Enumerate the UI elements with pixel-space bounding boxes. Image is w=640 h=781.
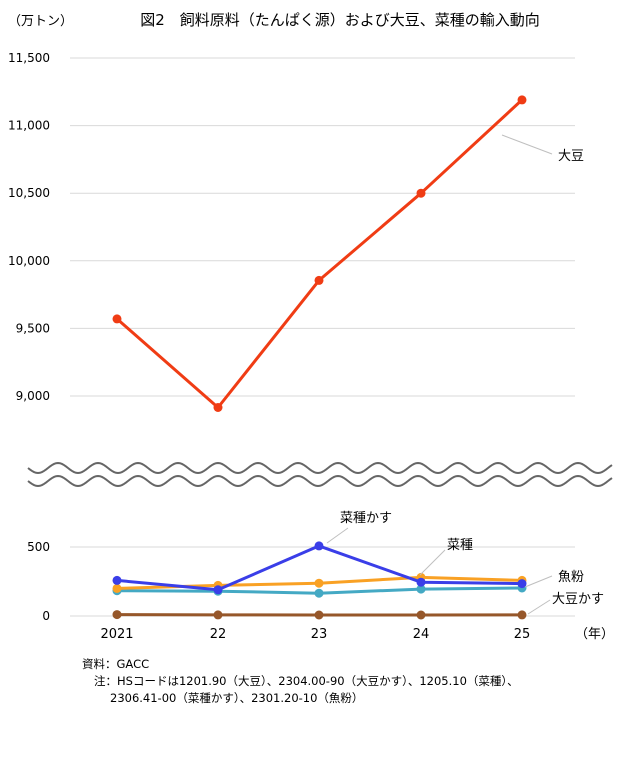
line-大豆 [116,98,524,409]
chart: 図2 飼料原料（たんぱく源）および大豆、菜種の輸入動向 （万トン） 9,0009… [8,11,614,642]
point-菜種かす-22 [213,585,223,595]
source-note: 資料：GACC [82,657,150,671]
point-魚粉-24 [416,584,426,594]
series-菜種かす [112,541,527,595]
point-菜種-2021 [112,583,122,593]
point-大豆かす-24 [416,610,426,620]
y-tick-labels: 9,000 9,500 10,000 10,500 11,000 11,500 0 500 [8,51,50,623]
y-tick-lower-500: 500 [27,540,50,554]
label-魚粉: 魚粉 [558,570,584,585]
point-大豆かす-2021 [112,610,122,620]
x-tick-23: 23 [311,627,328,642]
point-大豆かす-25 [517,610,527,620]
point-菜種かす-23 [314,541,324,551]
y-tick-11500: 11,500 [8,51,50,65]
leader-菜種かす [326,527,349,544]
x-tick-2021: 2021 [100,627,133,642]
y-axis-unit-label: （万トン） [8,14,73,29]
x-axis-unit-label: （年） [575,627,614,642]
chart-title: 図2 飼料原料（たんぱく源）および大豆、菜種の輸入動向 [140,11,540,29]
upper-gridlines [70,57,575,397]
y-tick-10500: 10,500 [8,186,50,200]
point-菜種かす-2021 [112,575,122,585]
leader-魚粉 [524,575,553,588]
series-大豆かす [112,610,527,620]
point-大豆かす-23 [314,610,324,620]
point-大豆-25 [517,95,527,105]
x-tick-24: 24 [413,627,430,642]
point-大豆-2021 [112,314,122,324]
y-tick-10000: 10,000 [8,254,50,268]
point-菜種-23 [314,578,324,588]
label-大豆: 大豆 [558,149,584,164]
point-菜種かす-24 [416,577,426,587]
x-tick-22: 22 [210,627,227,642]
x-tick-25: 25 [514,627,531,642]
x-tick-labels: 2021 22 23 24 25 [100,627,530,642]
label-大豆かす: 大豆かす [552,592,604,607]
axis-break-wave-bottom [27,474,613,488]
label-菜種: 菜種 [447,537,473,553]
leader-大豆 [501,134,553,155]
hs-code-note-line1: 注：HSコードは1201.90（大豆）、2304.00-90（大豆かす）、120… [94,674,519,688]
axis-break [27,461,613,488]
axis-break-wave-top [27,461,613,475]
y-tick-11000: 11,000 [8,119,50,133]
point-大豆-22 [213,403,223,412]
y-tick-9500: 9,500 [16,321,50,335]
point-魚粉-23 [314,588,324,598]
series-lines [112,95,527,620]
label-菜種かす: 菜種かす [340,510,392,526]
y-tick-9000: 9,000 [16,389,50,403]
hs-code-note-line2: 2306.41-00（菜種かす）、2301.20-10（魚粉） [110,691,364,705]
point-大豆-23 [314,275,324,285]
point-菜種かす-25 [517,579,527,589]
point-大豆かす-22 [213,610,223,620]
leader-大豆かす [527,599,551,615]
leader-菜種 [419,549,446,576]
series-大豆 [112,95,527,412]
y-tick-lower-0: 0 [42,609,50,623]
point-大豆-24 [416,188,426,198]
